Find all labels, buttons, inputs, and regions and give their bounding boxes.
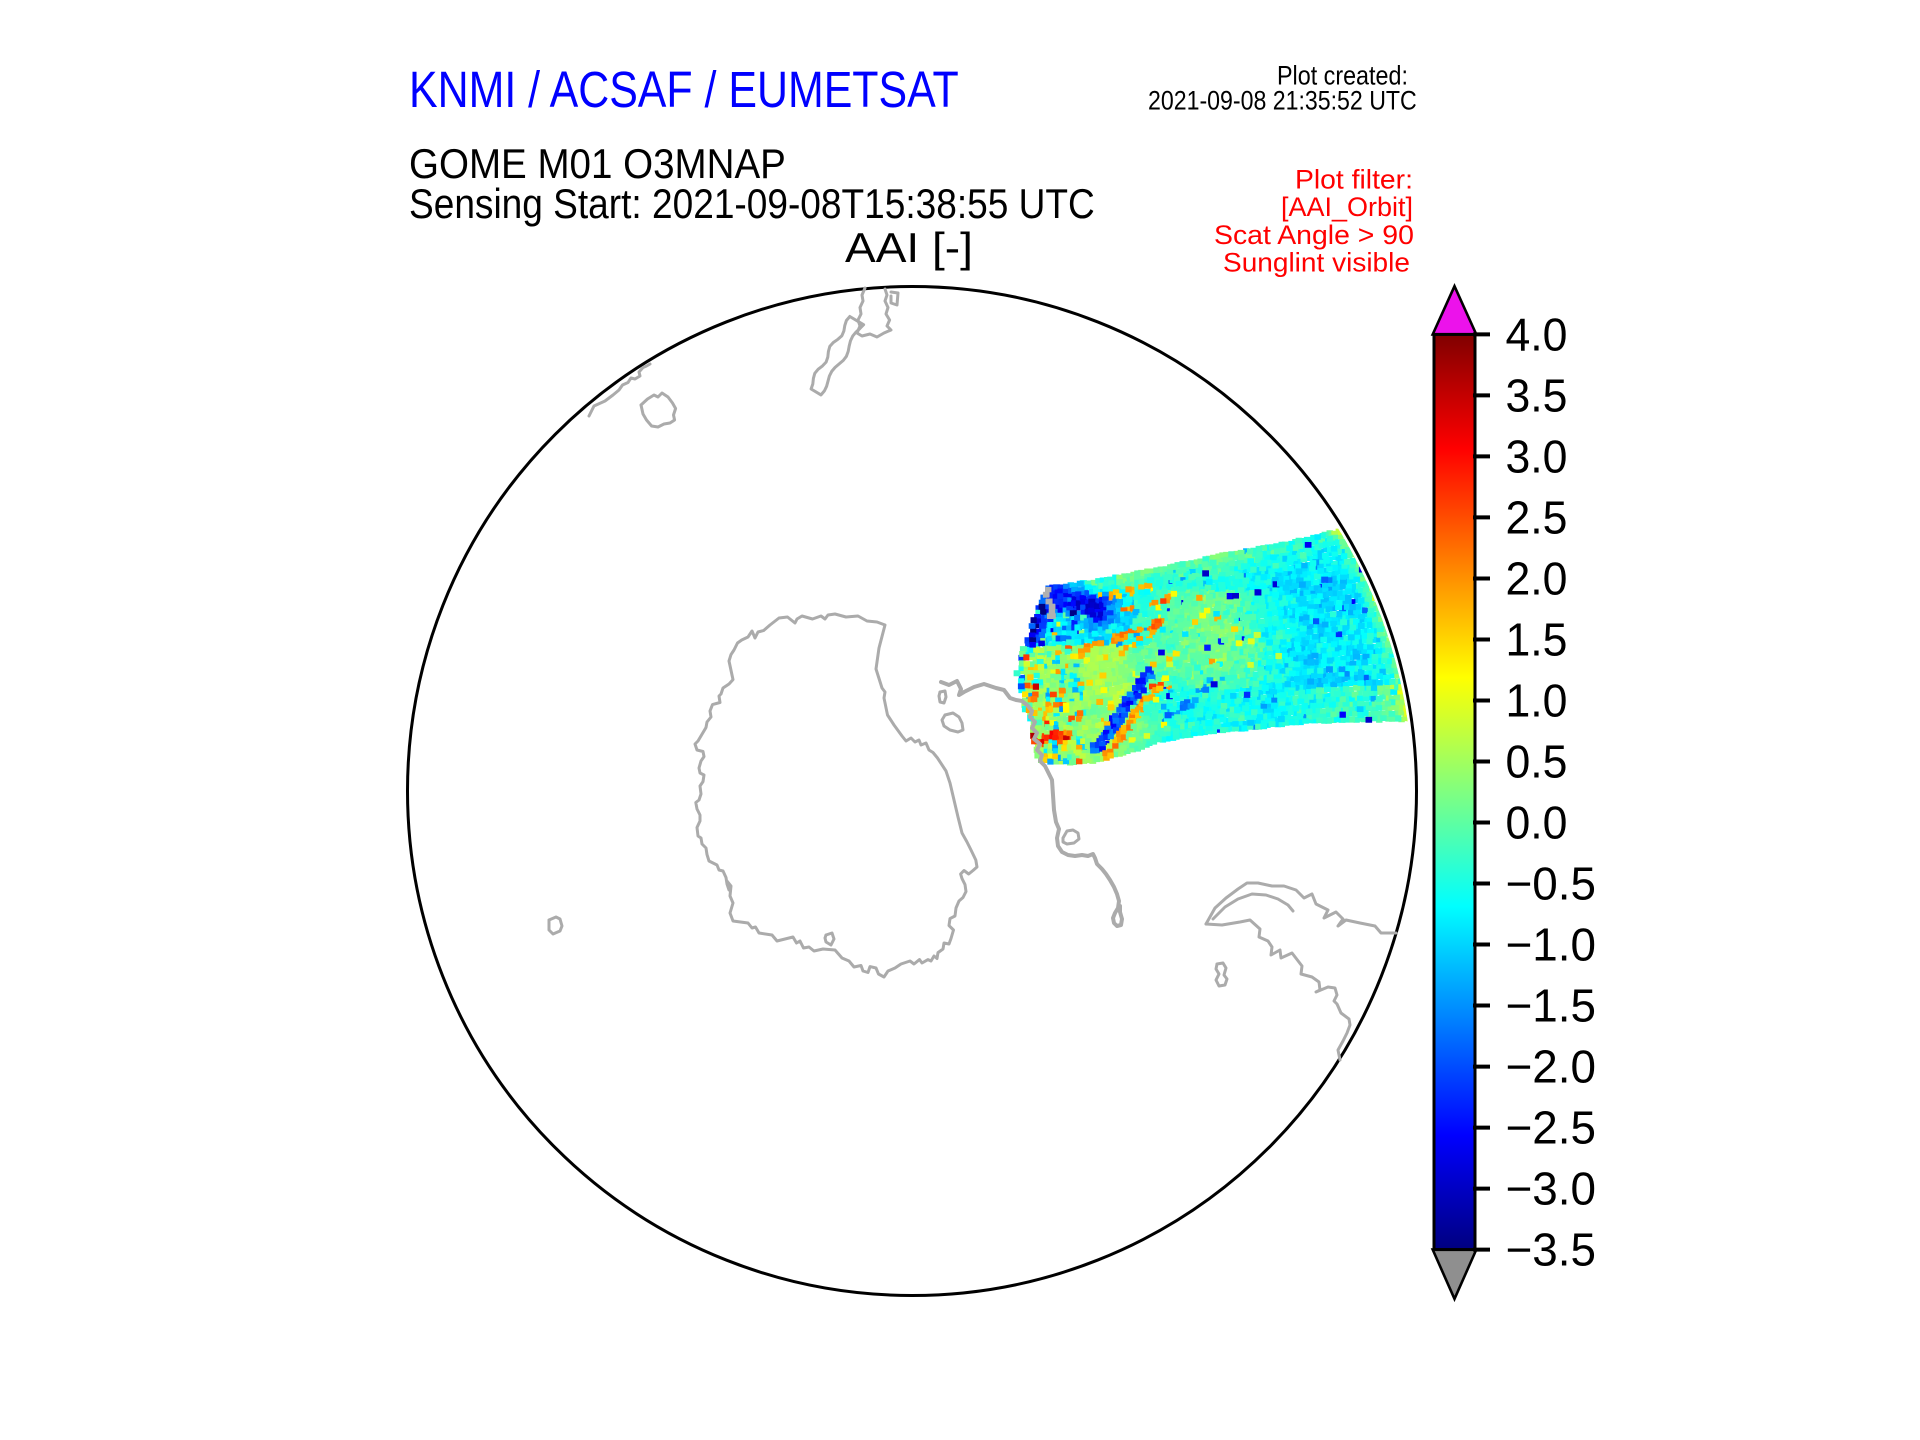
svg-text:−2.5: −2.5 — [1506, 1101, 1596, 1153]
svg-text:KNMI / ACSAF / EUMETSAT: KNMI / ACSAF / EUMETSAT — [409, 60, 959, 117]
svg-text:1.0: 1.0 — [1506, 675, 1568, 727]
svg-text:−0.5: −0.5 — [1506, 857, 1596, 909]
svg-text:3.5: 3.5 — [1506, 370, 1568, 422]
svg-text:Sunglint visible: Sunglint visible — [1223, 247, 1410, 277]
svg-text:Plot filter:: Plot filter: — [1295, 164, 1413, 194]
svg-text:0.5: 0.5 — [1506, 736, 1568, 788]
svg-text:−2.0: −2.0 — [1506, 1040, 1596, 1092]
svg-text:AAI [-]: AAI [-] — [845, 225, 973, 272]
svg-text:1.5: 1.5 — [1506, 614, 1568, 666]
svg-text:−3.0: −3.0 — [1506, 1162, 1596, 1214]
svg-text:4.0: 4.0 — [1506, 309, 1568, 361]
svg-text:0.0: 0.0 — [1506, 797, 1568, 849]
svg-text:GOME M01 O3MNAP: GOME M01 O3MNAP — [409, 140, 786, 187]
svg-text:2.0: 2.0 — [1506, 553, 1568, 605]
svg-text:[AAI_Orbit]: [AAI_Orbit] — [1281, 192, 1413, 222]
svg-text:−1.0: −1.0 — [1506, 918, 1596, 970]
svg-text:Sensing Start: 2021-09-08T15:3: Sensing Start: 2021-09-08T15:38:55 UTC — [409, 181, 1095, 228]
svg-text:−1.5: −1.5 — [1506, 979, 1596, 1031]
svg-text:Scat Angle > 90: Scat Angle > 90 — [1214, 220, 1414, 250]
svg-text:Plot created:: Plot created: — [1277, 61, 1408, 91]
svg-text:2.5: 2.5 — [1506, 492, 1568, 544]
svg-text:−3.5: −3.5 — [1506, 1223, 1596, 1275]
svg-text:3.0: 3.0 — [1506, 431, 1568, 483]
svg-text:2021-09-08 21:35:52 UTC: 2021-09-08 21:35:52 UTC — [1148, 86, 1417, 116]
